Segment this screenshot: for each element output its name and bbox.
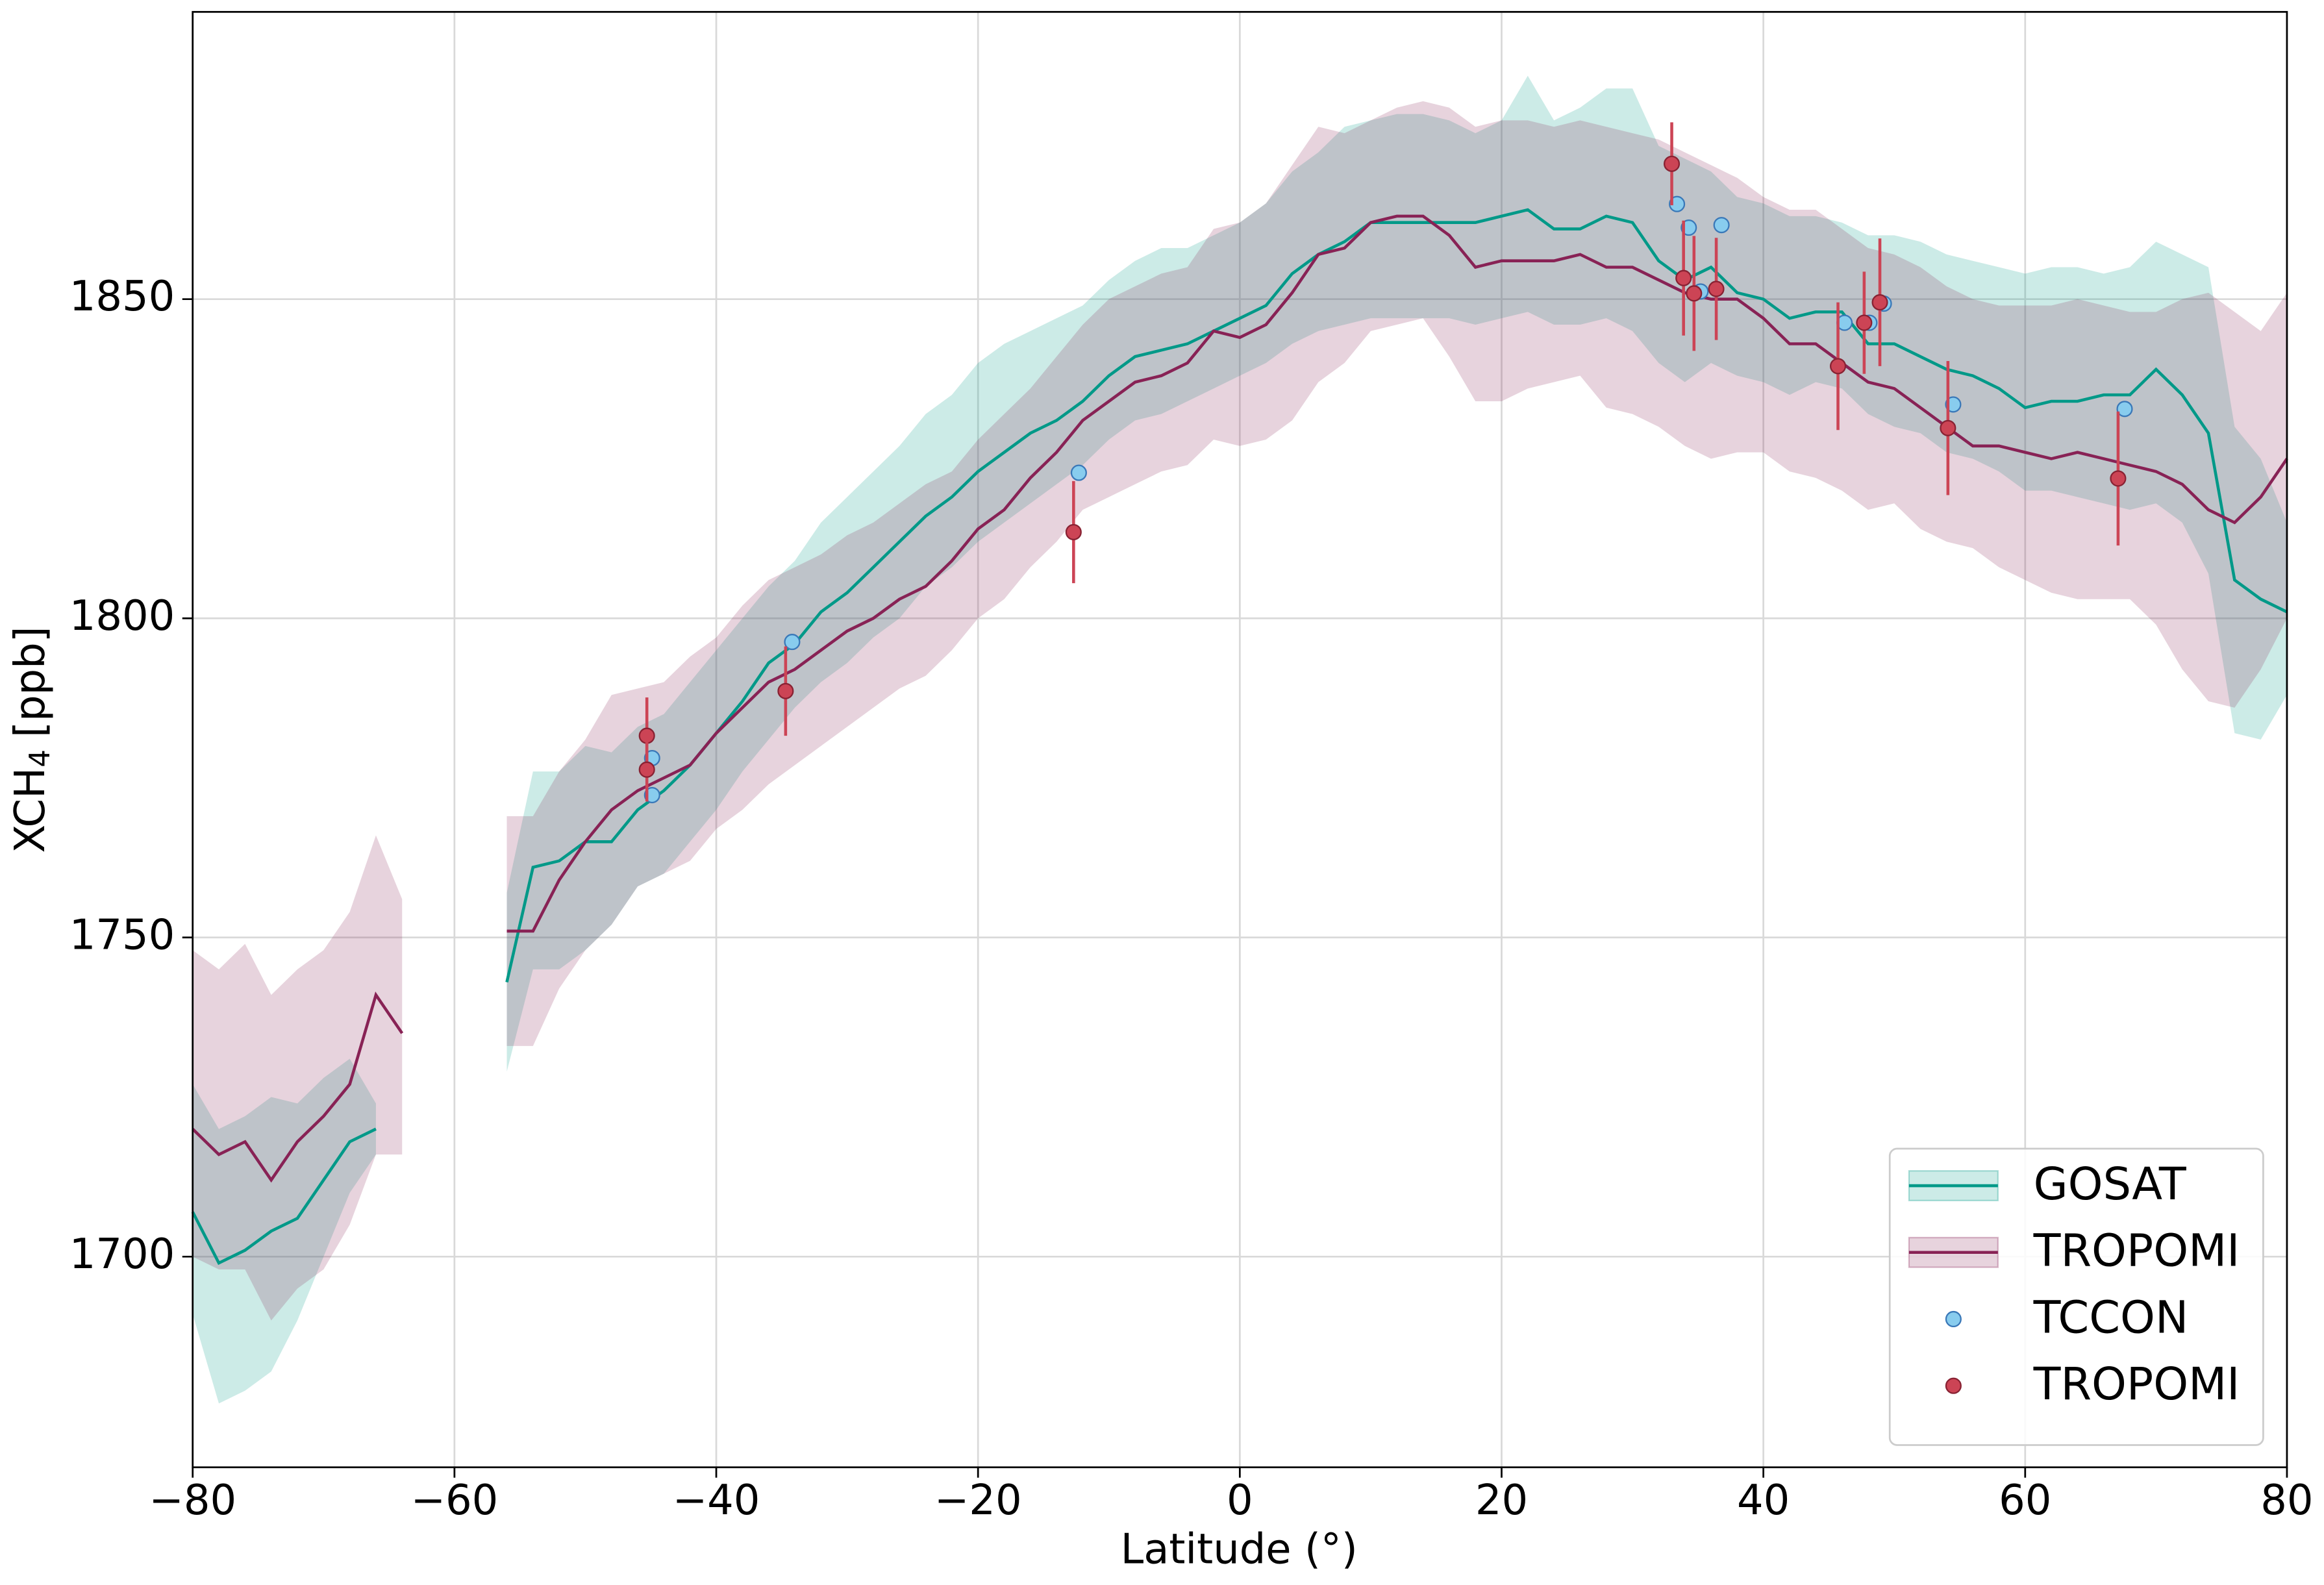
y-label-sub: 4 xyxy=(23,749,56,768)
x-tick-label: 20 xyxy=(1475,1477,1528,1525)
y-label-unit: [ppb] xyxy=(6,626,55,738)
point xyxy=(1856,314,1873,331)
y-label-main: XCH xyxy=(6,768,55,853)
ticks: −80 −60 −40 −20 0 20 40 60 80 1700 1750 1800 1850 xyxy=(69,273,2314,1525)
point xyxy=(1686,285,1703,302)
point xyxy=(1663,155,1681,172)
point xyxy=(1070,464,1087,481)
x-tick-label: −60 xyxy=(410,1477,498,1525)
y-tick-label: 1750 xyxy=(69,911,175,959)
point xyxy=(638,761,655,778)
legend-label: TROPOMI xyxy=(2033,1358,2240,1410)
x-tick-label: 0 xyxy=(1227,1477,1253,1525)
legend-label: GOSAT xyxy=(2034,1158,2187,1210)
x-tick-label: 40 xyxy=(1737,1477,1790,1525)
y-tick-label: 1850 xyxy=(69,273,175,321)
plot-marks xyxy=(191,75,2288,1404)
legend-label: TROPOMI xyxy=(2033,1225,2240,1277)
y-tick-label: 1800 xyxy=(69,592,175,640)
point xyxy=(1681,219,1697,236)
band xyxy=(192,75,2287,1404)
legend-marker xyxy=(1945,1377,1962,1394)
point xyxy=(1708,281,1725,297)
point xyxy=(2110,470,2127,487)
x-tick-label: 80 xyxy=(2260,1477,2313,1525)
point xyxy=(1669,195,1686,212)
point xyxy=(643,786,660,804)
point xyxy=(784,634,801,651)
point xyxy=(777,682,794,699)
point xyxy=(1065,523,1082,541)
x-axis-label: Latitude (°) xyxy=(1121,1525,1358,1573)
y-tick-label: 1700 xyxy=(69,1230,175,1279)
legend-marker xyxy=(1945,1310,1962,1328)
point xyxy=(1829,358,1847,375)
x-tick-label: −40 xyxy=(673,1477,760,1525)
line xyxy=(192,214,2288,1183)
x-tick-label: −20 xyxy=(934,1477,1022,1525)
point xyxy=(1940,419,1956,436)
legend: GOSAT TROPOMI TCCON TROPOMI xyxy=(1888,1147,2264,1446)
point xyxy=(1945,396,1962,413)
x-tick-label: 60 xyxy=(1999,1477,2051,1525)
point xyxy=(1675,269,1692,286)
x-tick-label: −80 xyxy=(149,1477,236,1525)
point xyxy=(2116,401,2133,418)
point xyxy=(1871,294,1888,311)
point xyxy=(1713,217,1730,234)
legend-label: TCCON xyxy=(2033,1292,2189,1343)
band xyxy=(192,101,2287,1321)
legend-box xyxy=(1888,1147,2264,1446)
line xyxy=(191,208,2288,1266)
y-axis-label: XCH4 [ppb] xyxy=(6,626,56,853)
